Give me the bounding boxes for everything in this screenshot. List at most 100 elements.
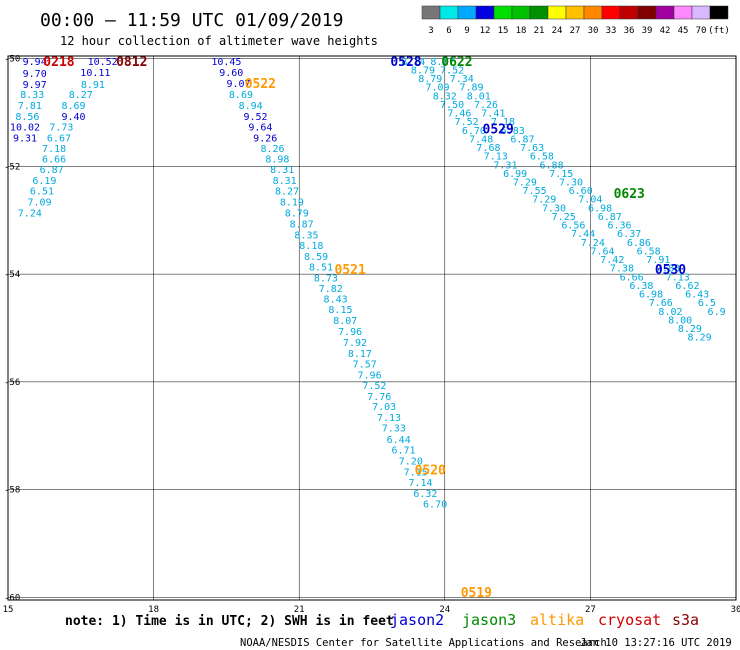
pass-time-label: 0530: [655, 263, 686, 278]
swh-value: 6.37: [617, 229, 641, 240]
colorbar-label: 24: [552, 26, 563, 36]
swh-value: 7.30: [559, 177, 583, 188]
colorbar-swatch: [439, 5, 459, 20]
swh-value: 7.24: [581, 238, 605, 249]
swh-value: 10.45: [211, 57, 241, 68]
colorbar-swatch: [709, 5, 729, 20]
pass-time-label: 0812: [116, 55, 147, 70]
swh-value: 8.15: [328, 305, 352, 316]
pass-time-label: 0522: [245, 77, 276, 92]
swh-value: 7.63: [520, 143, 544, 154]
swh-value: 6.98: [588, 203, 612, 214]
pass-time-label: 0529: [483, 123, 514, 138]
map-title: 00:00 – 11:59 UTC 01/09/2019: [40, 10, 343, 31]
swh-value: 9.60: [219, 68, 243, 79]
swh-value: 6.87: [598, 212, 622, 223]
swh-value: 7.73: [49, 123, 73, 134]
colorbar-swatch: [457, 5, 477, 20]
swh-value: 7.52: [362, 381, 386, 392]
swh-value: 8.69: [229, 90, 253, 101]
pass-time-label: 0521: [335, 263, 366, 278]
swh-value: 9.64: [248, 123, 272, 134]
swh-value: 8.17: [430, 57, 454, 68]
swh-value: 7.18: [42, 144, 66, 155]
swh-value: 10.11: [80, 68, 110, 79]
track-c: 10.459.609.078.698.949.529.649.268.268.9…: [211, 57, 447, 511]
swh-value: 8.31: [270, 165, 294, 176]
swh-value: 7.09: [425, 83, 449, 94]
swh-value: 7.44: [571, 229, 595, 240]
pass-time-label: 0528: [390, 55, 421, 70]
colorbar-label: 12: [480, 26, 491, 36]
colorbar-swatch: [547, 5, 567, 20]
swh-value: 6.87: [510, 134, 534, 145]
map-subtitle: 12 hour collection of altimeter wave hei…: [60, 34, 378, 48]
swh-value: 7.55: [523, 186, 547, 197]
swh-value: 7.30: [542, 203, 566, 214]
swh-value: 6.66: [620, 272, 644, 283]
swh-value: 6.5: [698, 298, 716, 309]
swh-value: 7.82: [319, 284, 343, 295]
swh-value: 8.79: [411, 65, 435, 76]
track-e: 8.177.527.347.898.017.267.417.186.836.87…: [430, 57, 725, 318]
swh-value: 7.04: [578, 195, 602, 206]
swh-value: 7.81: [18, 101, 42, 112]
legend-jason3: jason3: [462, 611, 516, 629]
y-tick-label: -56: [4, 378, 20, 388]
colorbar-swatch: [511, 5, 531, 20]
swh-value: 7.13: [484, 152, 508, 163]
swh-value: 8.79: [418, 74, 442, 85]
swh-value: 7.52: [440, 65, 464, 76]
swh-value: 8.35: [294, 230, 318, 241]
swh-value: 8.59: [304, 252, 328, 263]
colorbar-label: 30: [588, 26, 599, 36]
swh-value: 9.31: [13, 133, 37, 144]
swh-value: 7.15: [549, 169, 573, 180]
swh-value: 8.00: [668, 315, 692, 326]
swh-value: 8.29: [688, 333, 712, 344]
colorbar-swatch: [529, 5, 549, 20]
swh-value: 7.52: [455, 117, 479, 128]
y-tick-label: -58: [4, 486, 20, 496]
legend-cryosat: cryosat: [598, 611, 661, 629]
swh-value: 6.70: [423, 500, 447, 511]
colorbar-swatch: [655, 5, 675, 20]
swh-value: 6.9: [708, 307, 726, 318]
swh-value: 8.07: [333, 316, 357, 327]
y-tick-label: -60: [4, 593, 20, 603]
swh-value: 6.32: [413, 489, 437, 500]
colorbar-label: 36: [624, 26, 635, 36]
swh-value: 8.01: [467, 91, 491, 102]
swh-value: 7.41: [481, 109, 505, 120]
swh-value: 7.50: [440, 100, 464, 111]
swh-value: 10.52: [88, 57, 118, 68]
swh-value: 8.79: [285, 209, 309, 220]
swh-value: 7.42: [600, 255, 624, 266]
swh-value: 7.91: [646, 255, 670, 266]
x-tick-label: 24: [439, 605, 450, 615]
colorbar-label: 18: [516, 26, 527, 36]
swh-value: 6.58: [637, 246, 661, 257]
swh-value: 8.73: [314, 273, 338, 284]
colorbar-label: 27: [570, 26, 581, 36]
swh-value: 7.46: [447, 109, 471, 120]
swh-value: 8.17: [348, 349, 372, 360]
swh-value: 8.29: [678, 324, 702, 335]
swh-value: 7.68: [476, 143, 500, 154]
colorbar-label: (ft): [708, 26, 730, 36]
swh-value: 6.62: [675, 281, 699, 292]
swh-value: 7.15: [404, 467, 428, 478]
swh-value: 7.57: [353, 360, 377, 371]
swh-value: 8.69: [61, 101, 85, 112]
swh-value: 8.14: [401, 57, 425, 68]
colorbar-swatch: [565, 5, 585, 20]
swh-value: 6.58: [530, 152, 554, 163]
swh-value: 9.94: [23, 57, 47, 68]
swh-value: 10.02: [10, 123, 40, 134]
swh-value: 7.76: [367, 392, 391, 403]
pass-time-label: 0519: [461, 586, 492, 601]
swh-value: 6.87: [40, 165, 64, 176]
swh-value: 8.98: [265, 154, 289, 165]
swh-value: 7.09: [27, 197, 51, 208]
pass-time-label: 0623: [614, 187, 645, 202]
